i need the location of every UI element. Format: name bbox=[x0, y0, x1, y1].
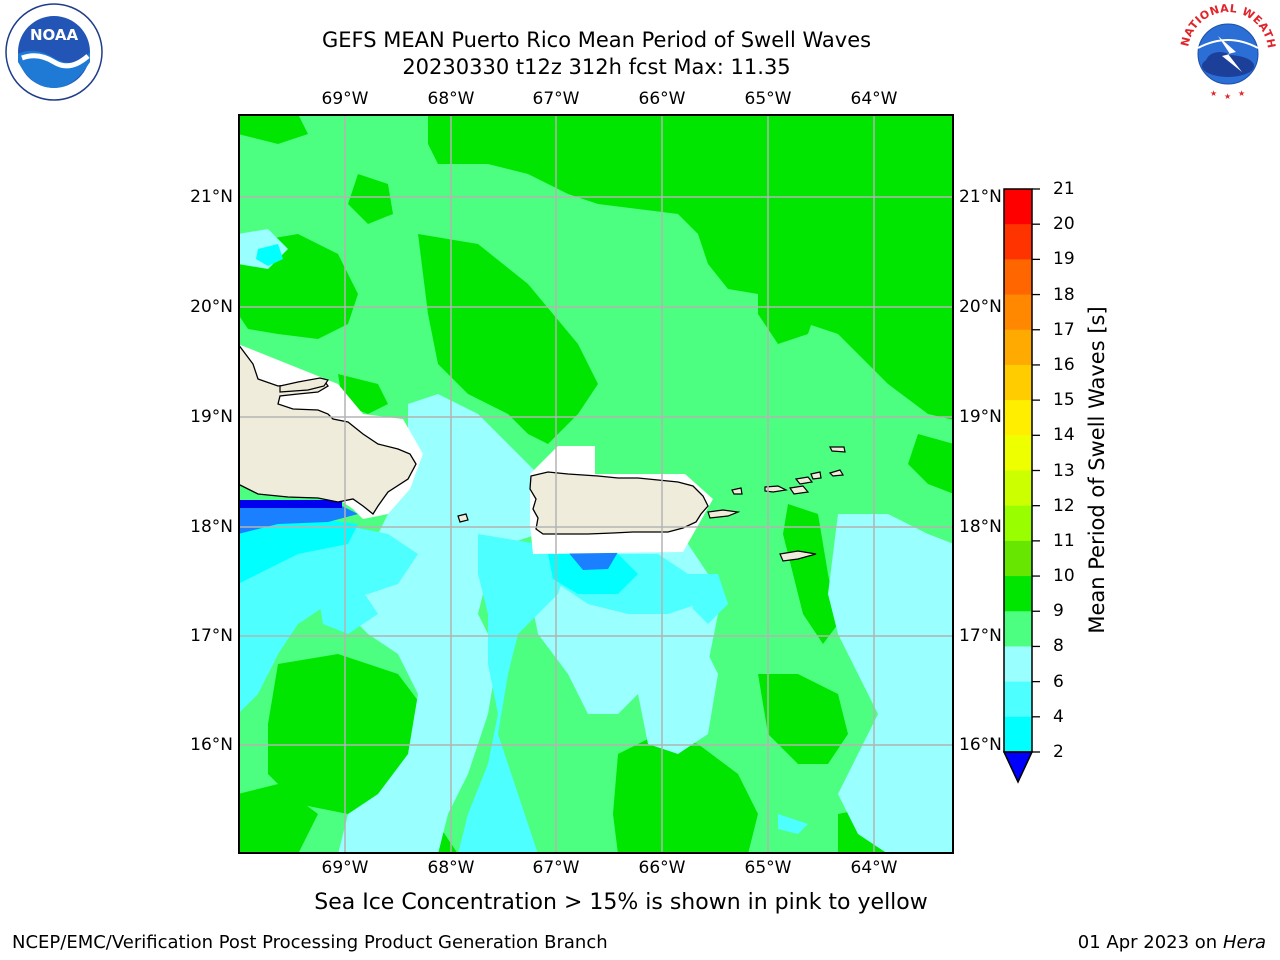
small-islands bbox=[279, 377, 846, 562]
colorbar-band-21 bbox=[1004, 189, 1032, 225]
map-frame bbox=[238, 114, 954, 854]
lon-label-bottom-69w: 69°W bbox=[321, 858, 369, 878]
colorbar-band-6 bbox=[1004, 681, 1032, 718]
colorbar-band-20 bbox=[1004, 224, 1032, 260]
lat-label-right-20n: 20°N bbox=[959, 297, 1002, 317]
colorbar-label-6: 6 bbox=[1053, 671, 1064, 692]
lon-label-top-65w: 65°W bbox=[744, 89, 792, 109]
colorbar-label-2: 2 bbox=[1053, 742, 1064, 762]
lat-label-right-21n: 21°N bbox=[959, 187, 1002, 207]
lon-label-top-64w: 64°W bbox=[850, 89, 898, 109]
sea-ice-caption: Sea Ice Concentration > 15% is shown in … bbox=[0, 890, 1280, 915]
colorbar-band-11 bbox=[1004, 540, 1032, 577]
svg-text:★: ★ bbox=[1224, 92, 1231, 101]
lon-label-top-66w: 66°W bbox=[638, 89, 686, 109]
lat-label-right-19n: 19°N bbox=[959, 407, 1002, 427]
lat-label-right-18n: 18°N bbox=[959, 517, 1002, 537]
colorbar-label-17: 17 bbox=[1053, 319, 1075, 340]
footer-branch: NCEP/EMC/Verification Post Processing Pr… bbox=[12, 932, 608, 953]
lat-label-left-17n: 17°N bbox=[190, 626, 233, 646]
puerto-rico-land bbox=[529, 471, 709, 535]
colorbar-label-4: 4 bbox=[1053, 706, 1064, 727]
noaa-logo-text: NOAA bbox=[30, 26, 79, 44]
colorbar-band-19 bbox=[1004, 259, 1032, 296]
lon-label-top-67w: 67°W bbox=[532, 89, 580, 109]
colorbar-label-8: 8 bbox=[1053, 636, 1064, 657]
lon-label-bottom-66w: 66°W bbox=[638, 858, 686, 878]
colorbar-label-11: 11 bbox=[1053, 530, 1075, 551]
colorbar-band-12 bbox=[1004, 505, 1032, 542]
colorbar-band-10 bbox=[1004, 576, 1032, 612]
lat-label-right-17n: 17°N bbox=[959, 626, 1002, 646]
colorbar-label-15: 15 bbox=[1053, 390, 1075, 411]
lat-label-left-21n: 21°N bbox=[190, 187, 233, 207]
lat-label-left-16n: 16°N bbox=[190, 735, 233, 755]
lat-label-left-18n: 18°N bbox=[190, 517, 233, 537]
colorbar-label-14: 14 bbox=[1053, 425, 1075, 446]
map-subtitle: 20230330 t12z 312h fcst Max: 11.35 bbox=[402, 55, 791, 79]
lon-label-top-69w: 69°W bbox=[321, 89, 369, 109]
colorbar bbox=[1002, 188, 1040, 784]
colorbar-label-19: 19 bbox=[1053, 249, 1075, 270]
period-4-6-regions bbox=[238, 244, 638, 594]
lon-label-bottom-65w: 65°W bbox=[744, 858, 792, 878]
lon-label-bottom-67w: 67°W bbox=[532, 858, 580, 878]
lat-label-left-19n: 19°N bbox=[190, 407, 233, 427]
colorbar-band-8 bbox=[1004, 646, 1032, 683]
colorbar-band-14 bbox=[1004, 435, 1032, 471]
graticule bbox=[238, 114, 954, 854]
colorbar-band-16 bbox=[1004, 364, 1032, 401]
lon-label-bottom-68w: 68°W bbox=[427, 858, 475, 878]
colorbar-band-4 bbox=[1004, 716, 1032, 753]
colorbar-label-21: 21 bbox=[1053, 179, 1075, 199]
colorbar-label-20: 20 bbox=[1053, 214, 1075, 235]
svg-text:★: ★ bbox=[1238, 89, 1245, 98]
colorbar-label-9: 9 bbox=[1053, 601, 1064, 622]
colorbar-band-18 bbox=[1004, 294, 1032, 331]
colorbar-label-16: 16 bbox=[1053, 354, 1075, 375]
footer-machine: Hera bbox=[1222, 932, 1266, 953]
lat-label-right-16n: 16°N bbox=[959, 735, 1002, 755]
colorbar-band-15 bbox=[1004, 400, 1032, 436]
map-title: GEFS MEAN Puerto Rico Mean Period of Swe… bbox=[321, 28, 872, 52]
colorbar-title: Mean Period of Swell Waves [s] bbox=[1085, 306, 1109, 634]
colorbar-label-10: 10 bbox=[1053, 566, 1075, 587]
sea-ice-caption-text: Sea Ice Concentration > 15% is shown in … bbox=[314, 890, 928, 915]
noaa-logo: NOAA bbox=[4, 2, 104, 106]
nws-logo: NATIONAL WEATHER SERVICE ★ ★ ★ bbox=[1173, 0, 1278, 106]
colorbar-label-18: 18 bbox=[1053, 284, 1075, 305]
svg-text:★: ★ bbox=[1210, 89, 1217, 98]
colorbar-label-12: 12 bbox=[1053, 495, 1075, 516]
lon-label-bottom-64w: 64°W bbox=[850, 858, 898, 878]
period-below-2-strip bbox=[238, 500, 342, 508]
footer-date-text: 01 Apr 2023 on bbox=[1077, 932, 1223, 953]
colorbar-band-17 bbox=[1004, 329, 1032, 366]
colorbar-extend-arrow bbox=[1002, 751, 1034, 784]
lat-label-left-20n: 20°N bbox=[190, 297, 233, 317]
swell-period-map bbox=[238, 114, 954, 854]
colorbar-band-9 bbox=[1004, 611, 1032, 647]
lon-label-top-68w: 68°W bbox=[427, 89, 475, 109]
footer-date: 01 Apr 2023 on Hera bbox=[1078, 932, 1266, 953]
colorbar-label-13: 13 bbox=[1053, 460, 1075, 481]
colorbar-band-13 bbox=[1004, 470, 1032, 507]
